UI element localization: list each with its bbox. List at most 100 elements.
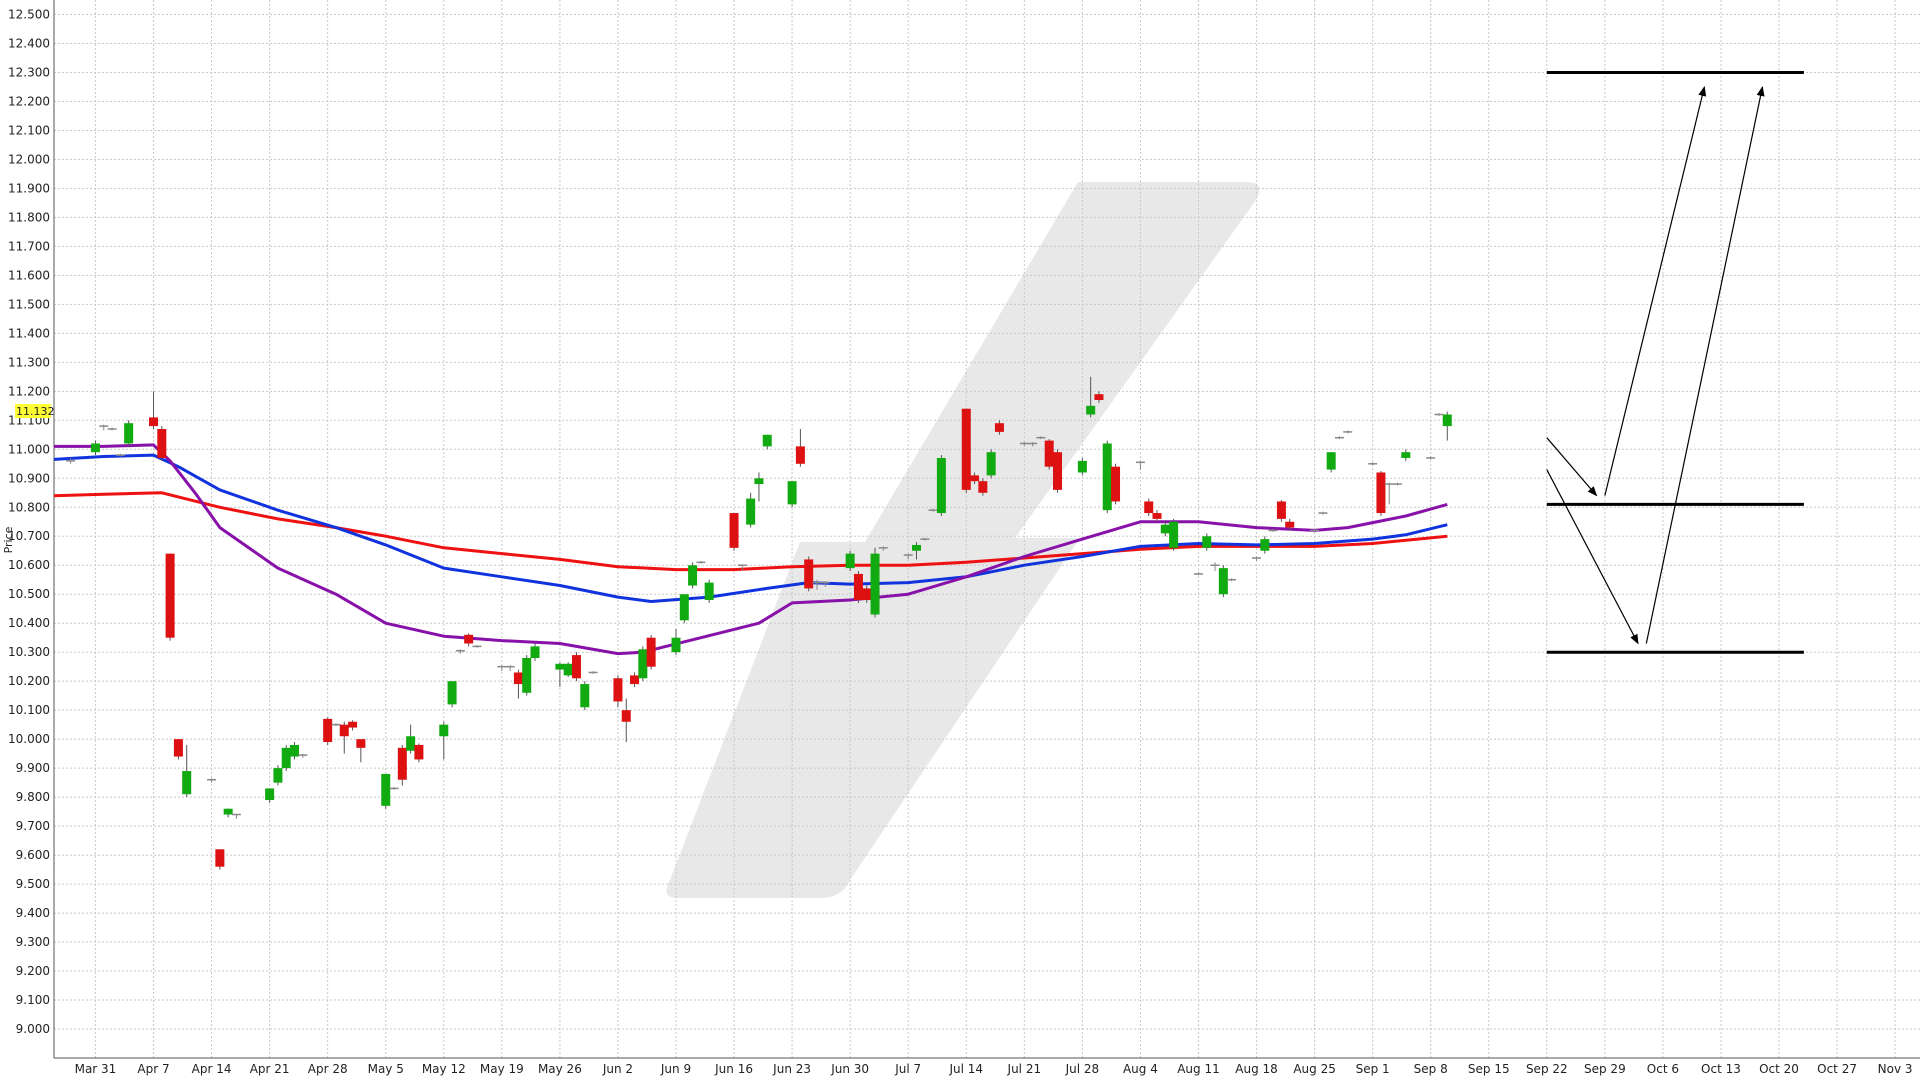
y-tick-label: 10.900 [8,471,50,485]
candlestick [1202,533,1212,551]
y-axis-ticks: 9.000 9.100 9.200 9.300 9.400 9.500 9.600 9.700… [8,7,50,1036]
candlestick [862,585,872,603]
candlestick [912,542,922,560]
y-tick-label: 11.900 [8,181,50,195]
candle-body [762,434,772,447]
candle-body [978,481,988,493]
candlestick [638,646,648,682]
candle-body [1144,501,1154,514]
candlestick [165,553,175,641]
y-tick-label: 10.600 [8,558,50,572]
candle-body [323,718,333,743]
x-tick-label: Apr 14 [192,1062,232,1076]
candlestick [878,546,888,551]
x-axis-ticks: Mar 31 Apr 7 Apr 14 Apr 21 Apr 28 May 5 May 12… [75,1062,1913,1076]
candlestick [1111,463,1121,505]
candle-body [1169,521,1179,548]
x-tick-label: Apr 7 [137,1062,169,1076]
candlestick [1426,456,1436,460]
candle-body [1111,466,1121,502]
candle-body [571,655,581,679]
x-tick-label: Sep 1 [1356,1062,1390,1076]
candle-body [215,849,225,867]
candlestick [215,849,225,870]
candlestick [455,649,465,654]
y-tick-label: 11.000 [8,442,50,456]
y-tick-label: 9.900 [16,761,50,775]
candlestick [1442,411,1452,441]
candlestick [1152,510,1162,522]
candlestick [986,449,996,479]
candlestick [90,440,100,456]
candle-body [397,747,407,780]
y-tick-label: 10.800 [8,500,50,514]
candlestick [704,579,714,603]
candle-body [688,565,698,586]
candlestick [207,778,217,783]
x-tick-label: Jul 28 [1065,1062,1100,1076]
candle-body [729,513,739,548]
candlestick [1218,565,1228,598]
candlestick [66,457,76,464]
moving-averages [53,443,1448,656]
candle-body [870,553,880,615]
x-tick-label: Jun 23 [772,1062,811,1076]
candlestick [1368,462,1378,466]
candle-body [165,553,175,638]
candlestick [447,681,457,708]
candlestick [1252,556,1262,561]
candlestick [936,455,946,516]
candlestick [356,739,366,763]
y-tick-label: 12.300 [8,65,50,79]
candlestick [1052,449,1062,493]
x-tick-label: Jul 7 [894,1062,921,1076]
x-tick-label: Apr 28 [308,1062,348,1076]
x-tick-label: Jun 9 [660,1062,691,1076]
y-tick-label: 12.200 [8,94,50,108]
y-axis-label: Price [2,526,15,553]
candlestick [298,753,308,758]
candle-body [157,428,167,458]
y-tick-label: 9.300 [16,935,50,949]
candlestick [1135,460,1145,470]
candlestick [970,472,980,485]
candlestick [804,556,814,592]
candle-body [273,768,283,783]
candle-body [522,657,532,693]
candle-body [439,724,449,737]
candlestick [820,581,830,587]
candle-body [1094,394,1104,401]
candlestick [1193,572,1203,576]
candlestick [406,724,416,754]
candle-body [746,498,756,525]
candlestick [746,492,756,528]
y-tick-label: 9.400 [16,906,50,920]
x-tick-label: Jul 14 [948,1062,983,1076]
candlestick [522,655,532,696]
candlestick [439,721,449,760]
candlestick [978,478,988,496]
candle-body [1044,440,1054,467]
x-tick-label: May 12 [422,1062,466,1076]
x-tick-label: Sep 22 [1526,1062,1568,1076]
x-tick-label: Jul 21 [1007,1062,1042,1076]
candlestick [1044,439,1054,470]
x-tick-label: May 19 [480,1062,524,1076]
candlestick [903,553,913,560]
candle-body [406,736,416,751]
y-tick-label: 12.000 [8,152,50,166]
candlestick [265,788,275,803]
moving-average-line-3 [54,443,1448,656]
candlestick [530,643,540,661]
x-tick-label: Oct 6 [1647,1062,1679,1076]
candlestick [1376,471,1386,516]
candlestick [1227,578,1237,582]
x-tick-label: Aug 4 [1123,1062,1158,1076]
y-tick-label: 9.600 [16,848,50,862]
candlestick [1102,440,1112,514]
candlestick [563,662,573,677]
projection-arrow [1546,437,1598,497]
candle-body [912,544,922,551]
candlestick [555,662,565,687]
